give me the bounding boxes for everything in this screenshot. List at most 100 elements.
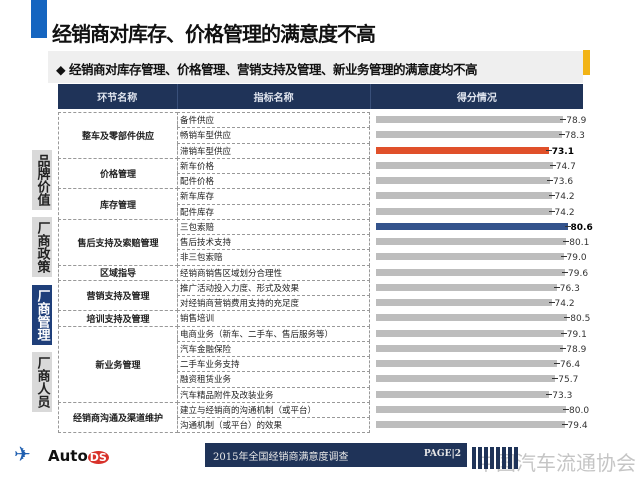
score-bar [376,421,565,428]
indicator-cell: 配件价格 [177,173,370,190]
indicator-cell: 配件库存 [177,203,370,220]
section-cell: 营销支持及管理 [58,279,178,312]
score-bar [376,283,557,291]
error-tick [553,286,560,288]
error-tick [560,256,567,258]
section-cell: 整车及零部件供应 [58,112,178,159]
section-cell: 新业务管理 [58,325,178,403]
section-cell: 库存管理 [58,188,178,220]
footer-stripe [490,447,494,469]
side-label: 厂商人员 [32,352,52,412]
section-cell: 经销商沟通及渠道维护 [58,401,178,434]
error-tick [552,378,559,380]
score-bar [376,116,564,123]
error-tick [560,347,567,349]
score-label: 74.2 [554,299,575,309]
error-tick [560,119,567,120]
page-number: PAGE|2 [423,449,461,459]
error-tick [548,302,555,303]
section-cell: 售后支持及索赔管理 [58,218,178,266]
side-label: 厂商管理 [32,285,52,345]
score-label: 80.5 [570,314,591,325]
score-bar [376,222,568,230]
score-bar [376,207,552,215]
title-accent [31,0,47,38]
indicator-cell: 新车库存 [177,188,370,205]
footer-band: 2015年全国经销商满意度调查 PAGE|2 [205,443,467,467]
indicator-cell: 备件供应 [177,112,370,129]
score-label: 74.7 [555,161,576,172]
footer-stripe [514,447,518,469]
indicator-cell: 融资租赁业务 [177,371,370,388]
indicator-cell: 滞销车型供应 [177,142,370,159]
score-bar [376,146,549,154]
score-label: 73.6 [553,177,574,187]
yellow-accent [583,50,590,75]
score-bar [376,253,564,261]
score-bar [376,161,553,169]
indicator-cell: 推广活动投入力度、形式及效果 [177,279,370,296]
indicator-cell: 新车价格 [177,157,370,174]
error-tick [564,317,571,319]
indicator-cell: 汽车金融保险 [177,340,370,357]
score-label: 80.1 [569,238,590,248]
footer-stripe [484,447,488,469]
score-bar [376,405,566,413]
score-label: 73.3 [552,390,573,401]
score-label: 76.3 [559,283,580,294]
indicator-cell: 销售培训 [177,310,370,327]
score-label: 74.2 [554,192,575,203]
score-label: 76.4 [560,360,581,370]
side-label: 厂商政策 [32,217,52,277]
score-label: 79.0 [566,253,587,264]
indicator-cell: 畅销车型供应 [177,127,370,144]
indicator-cell: 建立与经销商的沟通机制（或平台） [177,401,370,418]
score-bar [376,375,556,383]
score-label: 75.7 [558,375,579,386]
score-bar [376,268,565,276]
survey-title: 2015年全国经销商满意度调查 [213,452,349,463]
indicator-cell: 电商业务（新车、二手车、售后服务等） [177,325,370,342]
header-indicator: 指标名称 [178,84,371,109]
score-label: 80.6 [570,222,593,233]
section-cell: 培训支持及管理 [58,310,178,327]
score-bar [376,238,567,245]
error-tick [547,180,553,181]
score-bar [376,299,552,306]
side-label: 品牌价值 [32,150,52,210]
error-tick [564,225,571,227]
score-bar [376,314,568,322]
score-label: 79.6 [568,268,589,279]
indicator-cell: 售后技术支持 [177,234,370,251]
indicator-cell: 二手车业务支持 [177,356,370,373]
score-label: 78.3 [564,131,585,142]
error-tick [554,363,560,364]
score-label: 73.1 [551,146,574,157]
error-tick [549,164,556,166]
error-tick [561,424,568,425]
page-title: 经销商对库存、价格管理的满意度不高 [52,22,376,46]
error-tick [545,149,552,151]
indicator-cell: 对经销商营销费用支持的充足度 [177,295,370,312]
score-bar [376,360,557,367]
score-bar [376,192,552,200]
score-bar [376,131,562,139]
indicator-cell: 经销商销售区域划分合理性 [177,264,370,281]
indicator-cell: 非三包索赔 [177,249,370,266]
footer-stripe [472,447,476,469]
error-tick [546,393,553,395]
error-tick [548,210,555,212]
autods-logo: Auto DS [48,447,109,465]
footer-stripe [478,447,482,469]
error-tick [548,195,555,197]
score-label: 79.1 [566,329,587,340]
score-label: 79.4 [567,421,588,431]
score-bar [376,344,564,352]
subtitle-band [48,51,583,83]
indicator-cell: 沟通机制（或平台）的效果 [177,417,370,434]
error-tick [563,408,569,410]
error-tick [558,134,565,136]
error-tick [563,241,570,242]
section-cell: 价格管理 [58,157,178,190]
error-tick [562,271,568,273]
